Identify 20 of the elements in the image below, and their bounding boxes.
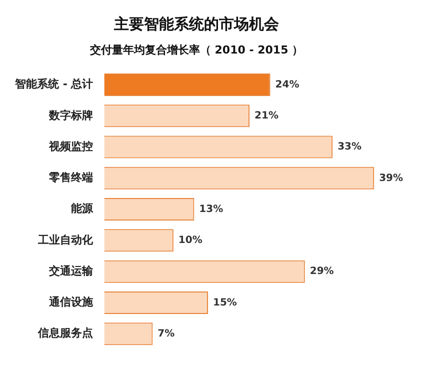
y-tick-label: 数字标牌 [48,108,94,122]
y-tick-label: 信息服务点 [37,326,94,340]
data-label: 29% [310,266,334,278]
data-label: 21% [254,110,278,122]
chart-subtitle: 交付量年均复合增长率（ 2010 - 2015 ） [88,43,304,56]
data-label: 24% [275,79,300,90]
chart-title: 主要智能系统的市场机会 [113,14,280,33]
y-tick-label: 交通运输 [48,264,94,278]
data-label: 10% [178,235,202,246]
y-tick-label: 视频监控 [48,140,94,153]
y-tick-label: 零售终端 [48,171,94,184]
data-label: 7% [158,328,175,340]
y-tick-label: 通信设施 [48,296,94,309]
data-label: 13% [199,204,224,215]
data-label: 33% [338,142,362,153]
data-label: 15% [213,297,237,308]
y-tick-label: 能源 [71,202,94,216]
data-label: 39% [379,172,404,184]
y-tick-label: 工业自动化 [37,233,94,246]
y-tick-label: 智能系统 - 总计 [14,78,94,91]
